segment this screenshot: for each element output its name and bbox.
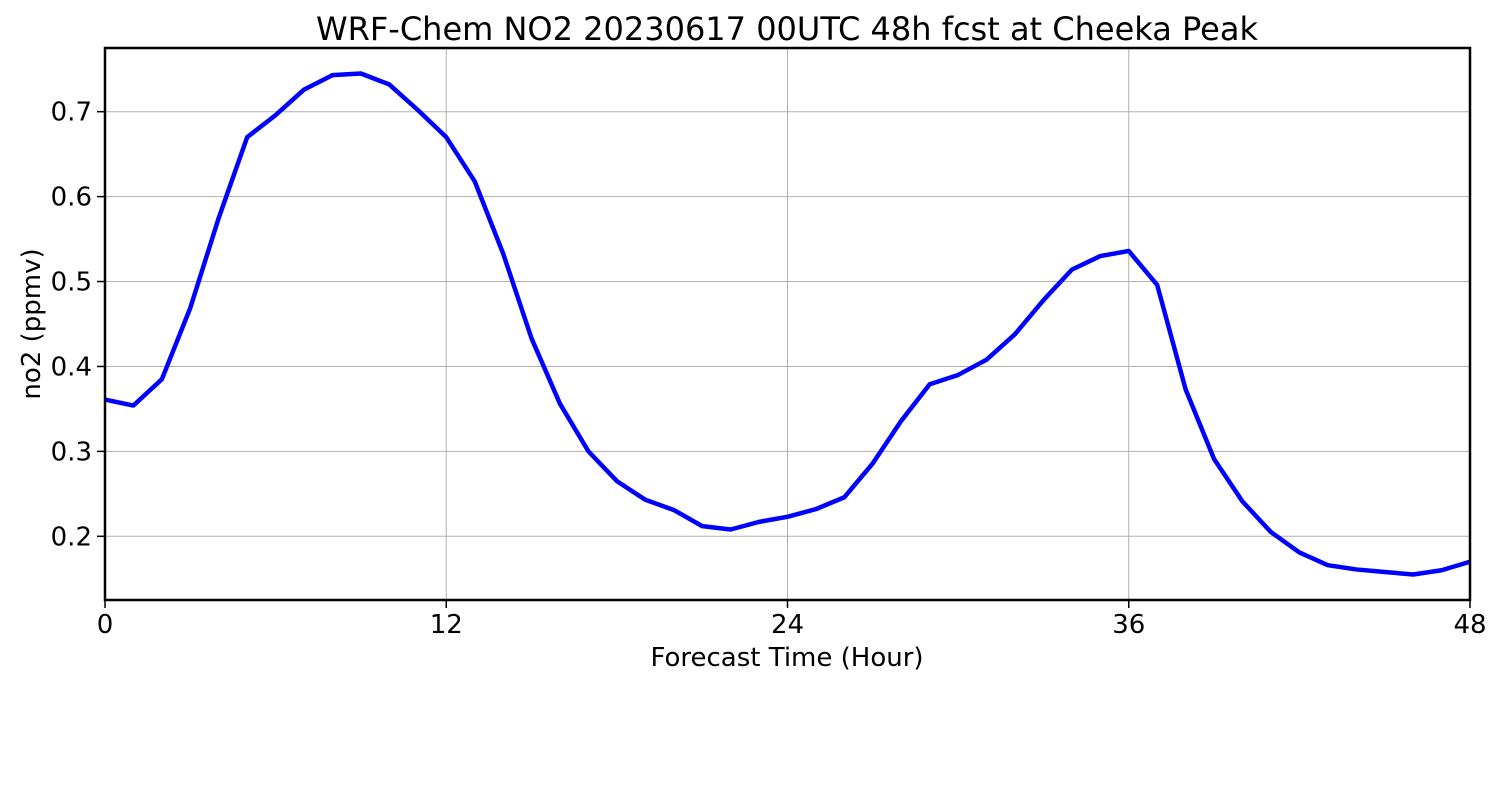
x-tick-label: 0 — [97, 610, 114, 640]
no2-series-line — [104, 71, 1471, 577]
y-axis-label: no2 (ppmv) — [17, 248, 47, 399]
x-axis-label: Forecast Time (Hour) — [650, 643, 923, 673]
y-tick-label: 0.7 — [51, 98, 92, 128]
y-tick-label: 0.4 — [51, 352, 92, 382]
y-tick-label: 0.2 — [51, 522, 92, 552]
y-tick-label: 0.3 — [51, 437, 92, 467]
y-tick-label: 0.6 — [51, 183, 92, 213]
x-tick-label: 36 — [1112, 610, 1145, 640]
y-tick-label: 0.5 — [51, 268, 92, 298]
x-tick-label: 12 — [430, 610, 463, 640]
series-group — [104, 71, 1471, 577]
x-axis-ticks: 0 12 24 36 48 — [97, 600, 1487, 640]
chart-title: WRF-Chem NO2 20230617 00UTC 48h fcst at … — [316, 10, 1258, 48]
x-tick-label: 24 — [771, 610, 804, 640]
y-axis-ticks: 0.2 0.3 0.4 0.5 0.6 0.7 — [51, 98, 105, 552]
x-tick-label: 48 — [1453, 610, 1486, 640]
